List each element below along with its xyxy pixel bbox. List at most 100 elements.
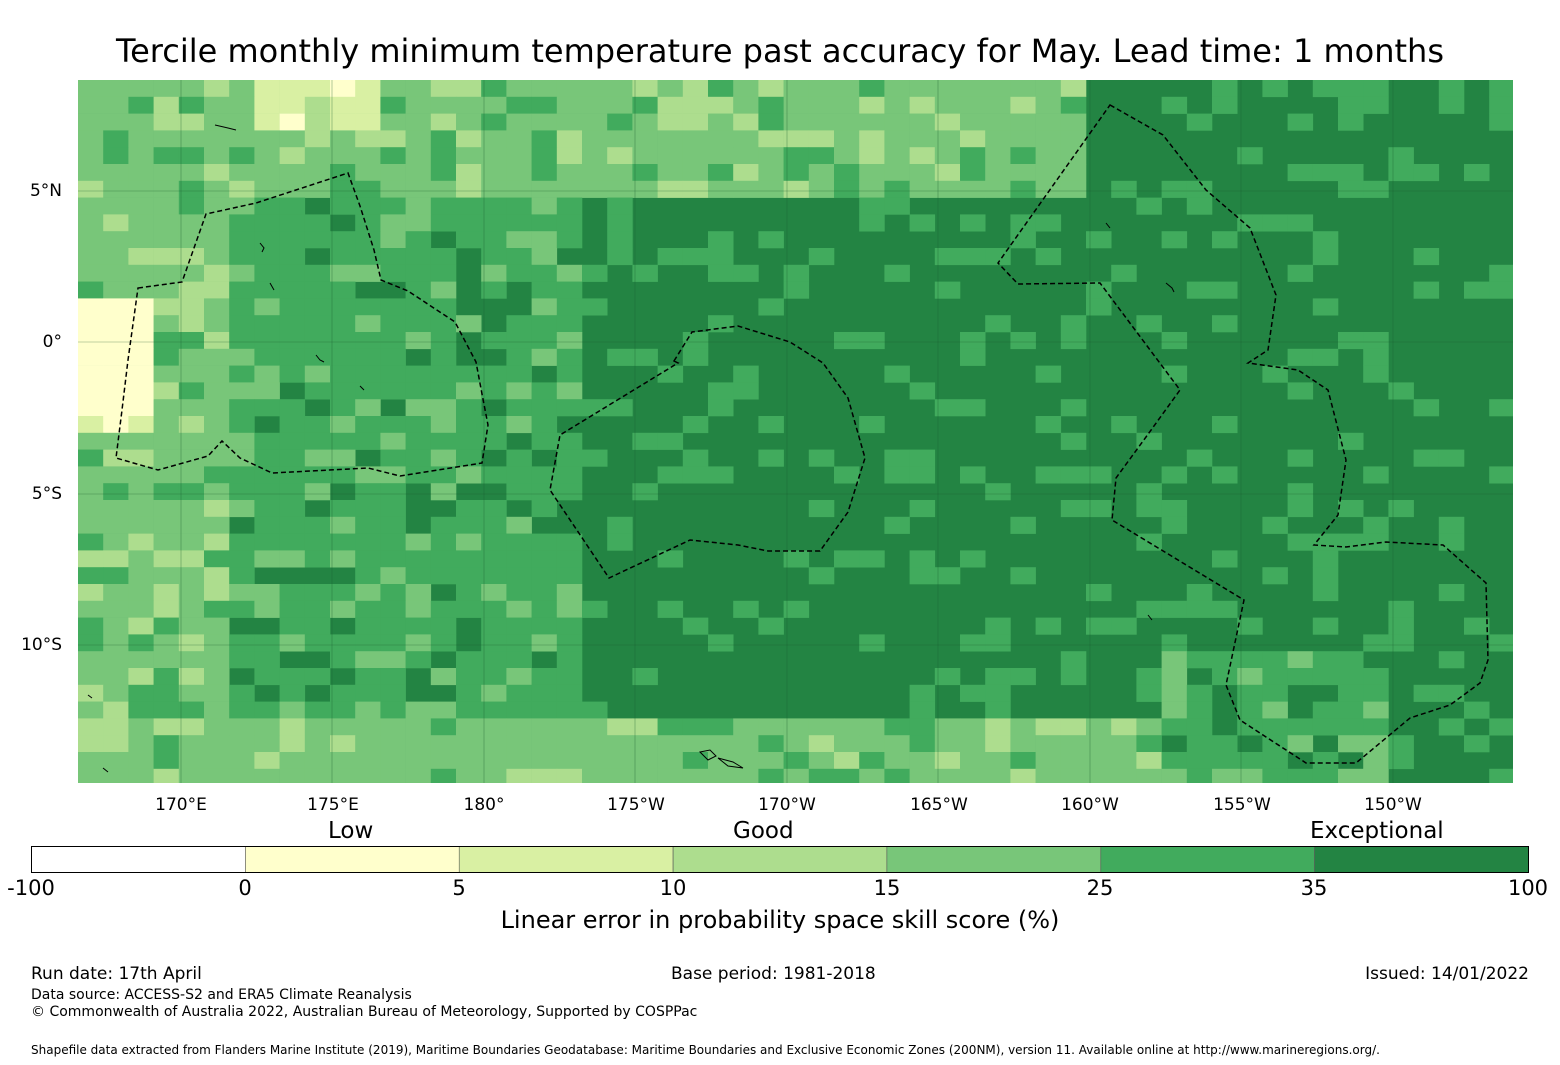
skill-cell (859, 130, 885, 148)
skill-cell (682, 332, 709, 350)
skill-cell (481, 735, 507, 753)
skill-cell (103, 617, 129, 635)
skill-cell (834, 113, 860, 131)
skill-cell (456, 651, 482, 669)
skill-cell (380, 634, 406, 652)
skill-cell (758, 130, 784, 148)
skill-cell (355, 567, 381, 585)
skill-cell (279, 584, 306, 602)
skill-cell (430, 365, 457, 383)
skill-cell (556, 449, 583, 467)
skill-cell (1287, 651, 1314, 669)
skill-cell (405, 634, 432, 652)
skill-cell (229, 365, 255, 383)
skill-cell (78, 701, 104, 719)
skill-cell (430, 701, 457, 719)
skill-cell (960, 634, 986, 652)
skill-cell (153, 483, 180, 501)
skill-cell (556, 617, 583, 635)
skill-cell (355, 516, 381, 534)
skill-cell (128, 735, 154, 753)
skill-cell (355, 617, 381, 635)
skill-cell (128, 197, 154, 215)
skill-cell (355, 735, 381, 753)
skill-cell (758, 180, 784, 198)
skill-cell (330, 735, 356, 753)
skill-cell (103, 718, 129, 736)
skill-cell (1111, 180, 1137, 198)
skill-cell (506, 164, 532, 182)
skill-cell (380, 147, 406, 165)
skill-cell (153, 634, 180, 652)
skill-cell (279, 466, 306, 484)
skill-cell (934, 130, 961, 148)
skill-cell (254, 584, 280, 602)
skill-cell (1312, 248, 1339, 266)
skill-cell (456, 668, 482, 686)
skill-cell (1262, 668, 1288, 686)
skill-cell (1338, 768, 1364, 783)
skill-cell (657, 752, 684, 770)
skill-cell (607, 516, 633, 534)
skill-cell (204, 432, 230, 450)
skill-cell (506, 684, 532, 702)
skill-cell (128, 584, 154, 602)
skill-cell (204, 281, 230, 299)
skill-cell (1363, 80, 1389, 98)
skill-cell (103, 500, 129, 518)
skill-cell (355, 315, 381, 333)
skill-cell (1010, 735, 1036, 753)
skill-cell (556, 197, 583, 215)
skill-cell (985, 483, 1011, 501)
skill-cell (229, 298, 255, 316)
skill-cell (405, 718, 432, 736)
skill-cell (834, 332, 860, 350)
skill-cell (1413, 281, 1440, 299)
skill-cell (808, 113, 835, 131)
skill-cell (531, 752, 558, 770)
skill-map (78, 80, 1513, 783)
skill-cell (456, 752, 482, 770)
skill-cell (481, 416, 507, 434)
skill-cell (1438, 651, 1465, 669)
skill-cell (229, 500, 255, 518)
skill-cell (1136, 668, 1162, 686)
skill-cell (279, 365, 306, 383)
skill-cell (1489, 264, 1513, 282)
skill-cell (405, 113, 432, 131)
skill-cell (355, 701, 381, 719)
skill-cell (1363, 718, 1389, 736)
skill-cell (1489, 113, 1513, 131)
skill-cell (1237, 668, 1263, 686)
skill-cell (481, 600, 507, 618)
skill-cell (128, 634, 154, 652)
skill-cell (909, 752, 936, 770)
skill-cell (229, 701, 255, 719)
skill-cell (405, 332, 432, 350)
lon-label: 175°W (607, 795, 665, 815)
skill-cell (985, 147, 1011, 165)
skill-cell (456, 735, 482, 753)
skill-cell (1136, 768, 1162, 783)
skill-cell (355, 466, 381, 484)
skill-cell (531, 248, 558, 266)
skill-cell (430, 382, 457, 400)
skill-cell (808, 718, 835, 736)
skill-cell (279, 130, 306, 148)
skill-cell (708, 718, 734, 736)
skill-cell (1010, 113, 1036, 131)
lat-label-5n: 5°N (29, 181, 62, 201)
skill-cell (960, 248, 986, 266)
skill-cell (960, 96, 986, 114)
skill-cell (556, 600, 583, 618)
skill-cell (657, 735, 684, 753)
skill-cell (78, 382, 104, 400)
skill-cell (1464, 164, 1490, 182)
skill-cell (1363, 516, 1389, 534)
skill-cell (204, 668, 230, 686)
skill-cell (128, 113, 154, 131)
skill-cell (204, 147, 230, 165)
skill-cell (355, 164, 381, 182)
skill-cell (405, 449, 432, 467)
skill-cell (708, 113, 734, 131)
